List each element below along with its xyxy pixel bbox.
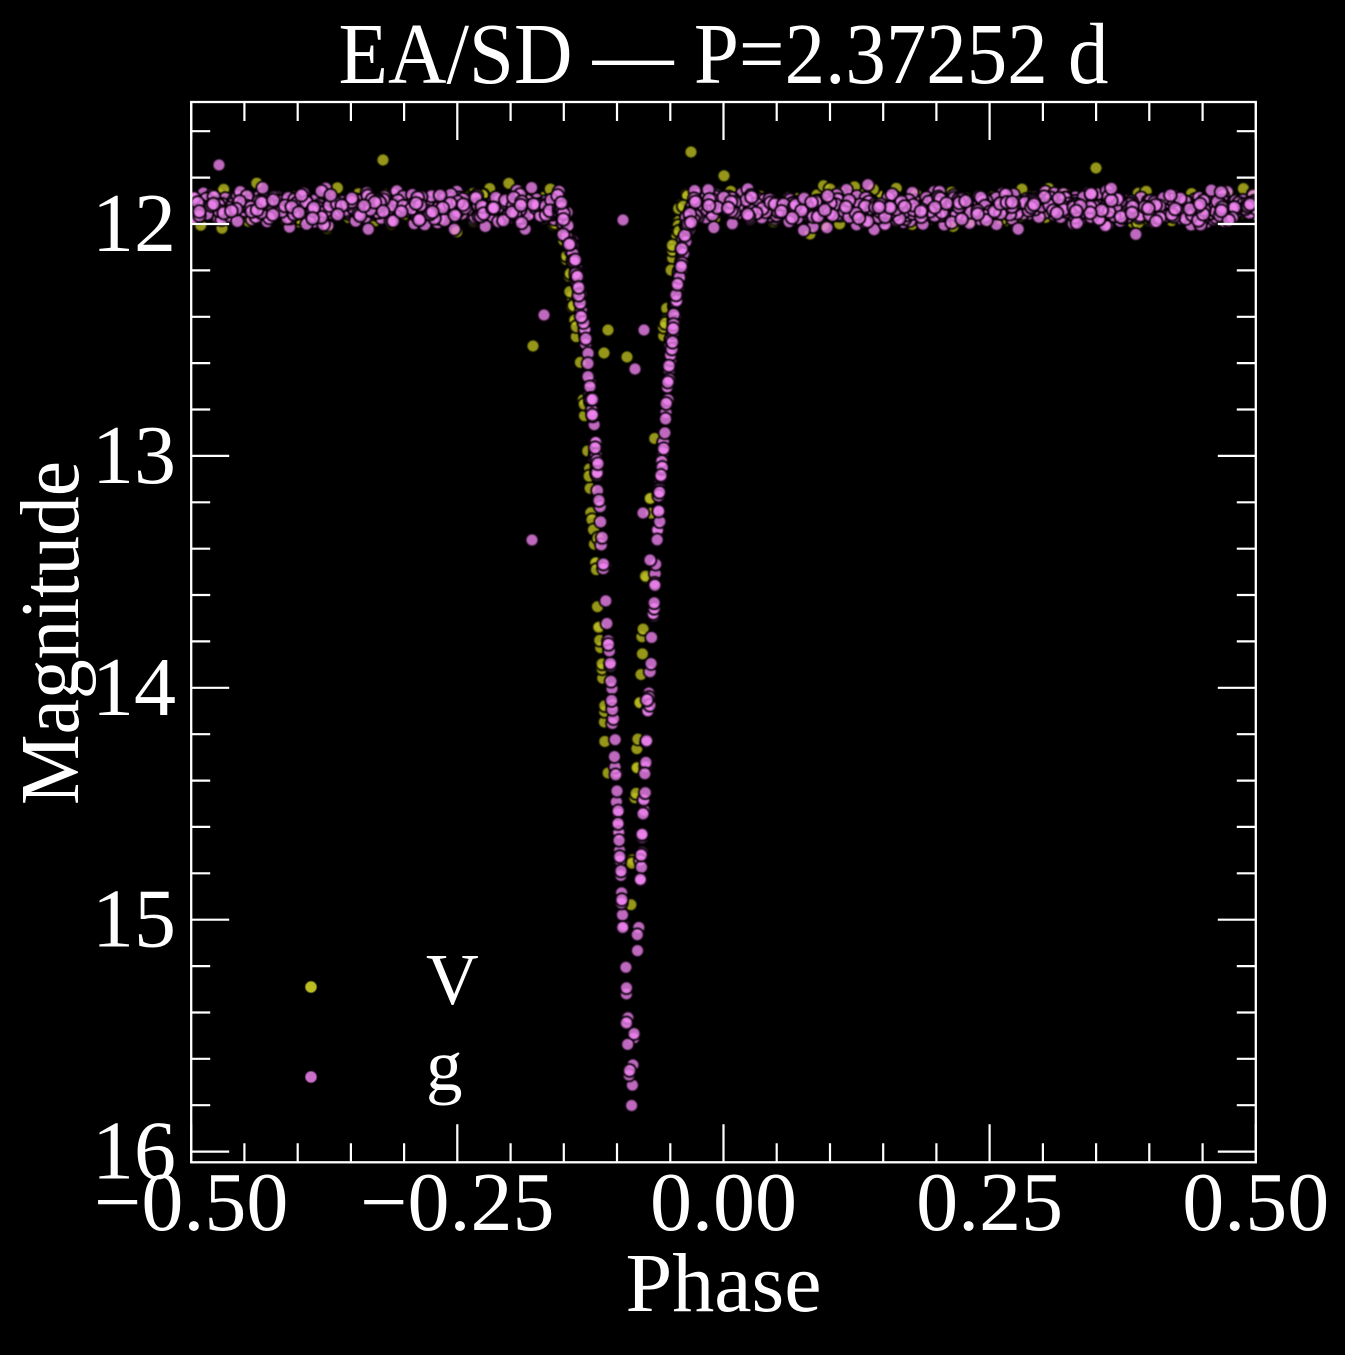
svg-text:V: V	[426, 939, 479, 1020]
svg-text:0.00: 0.00	[650, 1156, 797, 1249]
svg-text:EA/SD — P=2.37252 d: EA/SD — P=2.37252 d	[339, 5, 1109, 102]
svg-text:15: 15	[92, 873, 176, 966]
svg-text:13: 13	[92, 409, 176, 502]
svg-text:g: g	[426, 1025, 463, 1106]
svg-text:−0.25: −0.25	[360, 1156, 554, 1249]
svg-text:−0.50: −0.50	[94, 1156, 288, 1249]
svg-text:14: 14	[92, 641, 176, 734]
svg-text:0.25: 0.25	[916, 1156, 1063, 1249]
svg-text:0.50: 0.50	[1182, 1156, 1329, 1249]
svg-text:Phase: Phase	[626, 1237, 822, 1330]
svg-text:Magnitude: Magnitude	[4, 461, 97, 805]
svg-text:12: 12	[92, 177, 176, 270]
svg-text:16: 16	[92, 1105, 176, 1198]
